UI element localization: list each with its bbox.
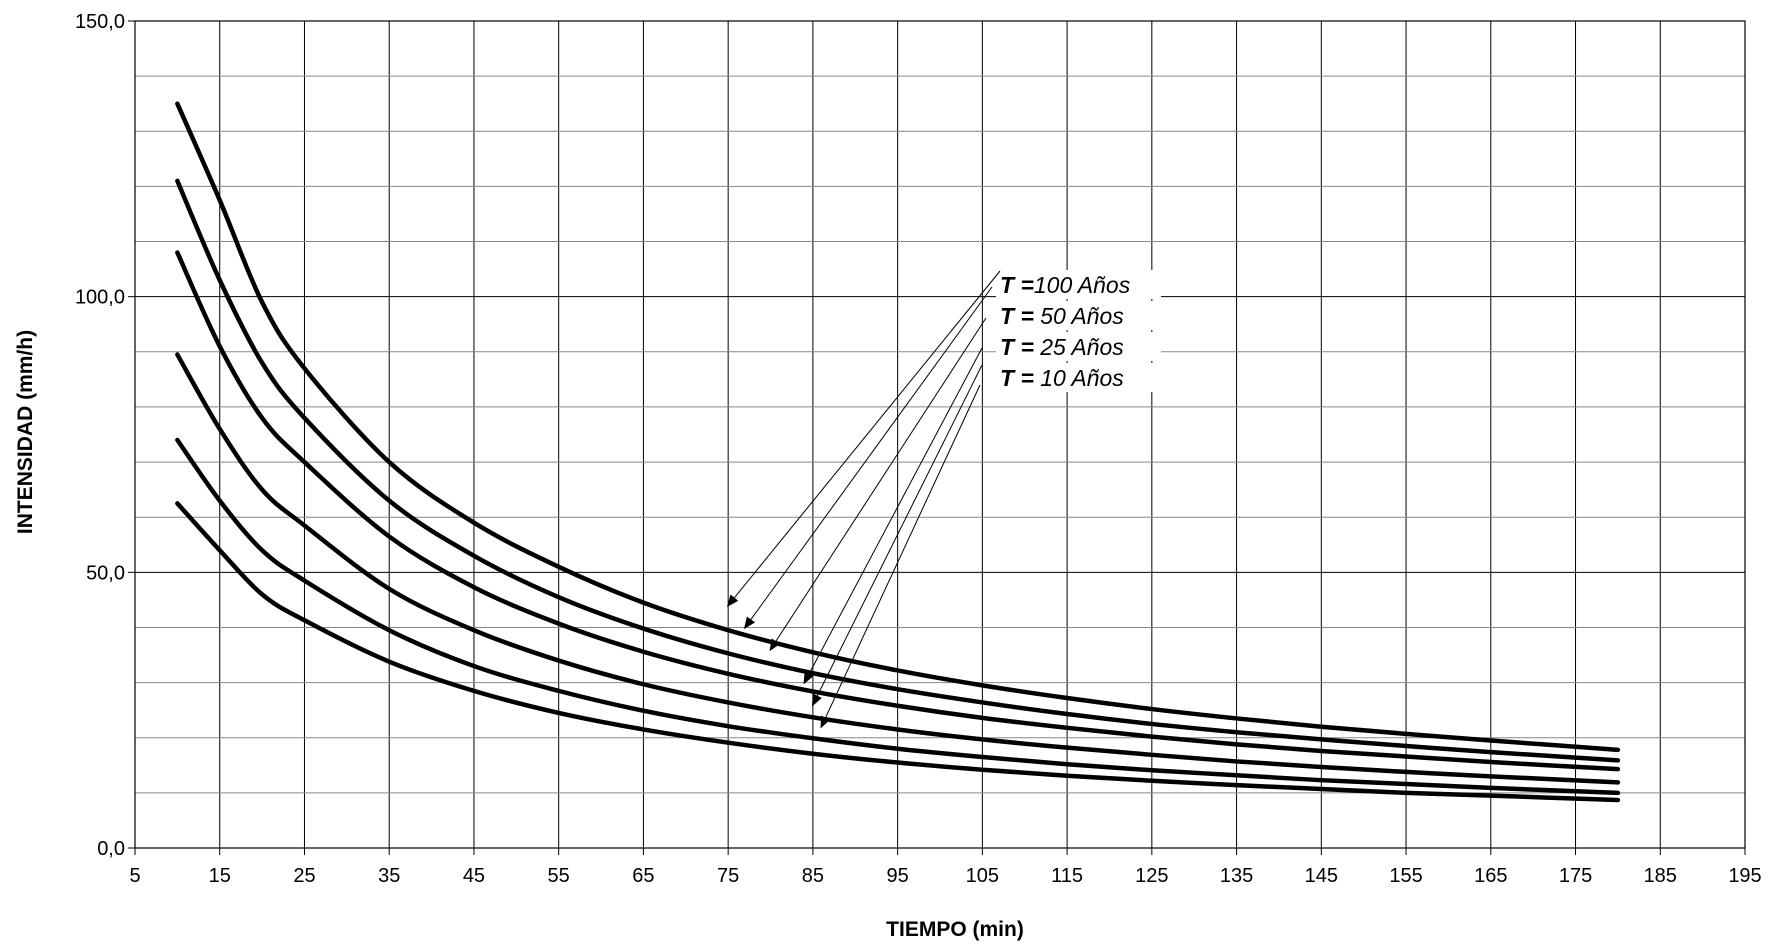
x-tick-label: 35: [378, 865, 400, 887]
y-axis-title: INTENSIDAD (mm/h): [14, 330, 37, 534]
legend-entry: T = 10 Años: [1000, 365, 1124, 391]
x-tick-label: 195: [1728, 865, 1761, 887]
legend-text: 100 Años: [1034, 272, 1131, 298]
legend-entry: T = 25 Años: [1000, 334, 1124, 360]
x-tick-label: 105: [966, 865, 999, 887]
y-tick-label: 150,0: [75, 11, 125, 33]
y-tick-label: 100,0: [75, 287, 125, 309]
x-tick-label: 55: [548, 865, 570, 887]
x-tick-label: 145: [1305, 865, 1338, 887]
x-axis-title: TIEMPO (min): [886, 918, 1024, 941]
x-tick-label: 25: [293, 865, 315, 887]
plot-frame: [134, 20, 1746, 849]
tick-labels: 5 15 25 35 45 55 65 75 85 95 105 115 125 135 145 155 165…: [75, 11, 1762, 887]
axes: [128, 20, 1746, 855]
legend-entry-bg: [996, 301, 1161, 330]
grid: [134, 20, 1746, 849]
x-tick-label: 125: [1135, 865, 1168, 887]
legend-arrow: [812, 364, 983, 707]
legend-entry: T = 50 Años: [1000, 303, 1124, 329]
x-tick-label: 5: [129, 865, 140, 887]
x-tick-label: 165: [1474, 865, 1507, 887]
x-tick-label: 185: [1644, 865, 1677, 887]
x-tick-label: 115: [1051, 865, 1083, 887]
legend-entry-bg: [996, 332, 1161, 361]
series-line-5: [175, 437, 1621, 796]
legend-arrow: [726, 270, 1001, 607]
x-tick-label: 155: [1389, 865, 1422, 887]
legend-prefix: T =: [1000, 365, 1034, 391]
x-tick-label: 175: [1559, 865, 1592, 887]
x-tick-label: 85: [802, 865, 824, 887]
legend-text: 10 Años: [1034, 365, 1124, 391]
legend-arrow: [743, 286, 993, 630]
series-line-3: [175, 250, 1621, 772]
series-line-1: [175, 101, 1621, 753]
y-tick-label: 0,0: [97, 838, 125, 860]
legend-entry: T =100 Años: [1000, 272, 1131, 298]
y-tick-label: 50,0: [86, 562, 125, 584]
legend-arrow: [820, 384, 981, 729]
series-line-6: [175, 501, 1621, 803]
legend-arrow: [803, 347, 983, 685]
legend-prefix: T =: [1000, 303, 1034, 329]
legend-text: 25 Años: [1034, 334, 1124, 360]
legend-entry-bg: [996, 270, 1161, 299]
x-tick-label: 135: [1220, 865, 1253, 887]
legend-arrow: [769, 317, 987, 652]
legend-text: 50 Años: [1034, 303, 1124, 329]
legend-prefix: T =: [1000, 272, 1034, 298]
legend-prefix: T =: [1000, 334, 1034, 360]
x-tick-label: 45: [463, 865, 485, 887]
x-tick-label: 95: [887, 865, 909, 887]
x-tick-label: 75: [717, 865, 739, 887]
x-tick-label: 65: [632, 865, 654, 887]
x-tick-label: 15: [209, 865, 231, 887]
legend-entry-bg: [996, 363, 1161, 392]
